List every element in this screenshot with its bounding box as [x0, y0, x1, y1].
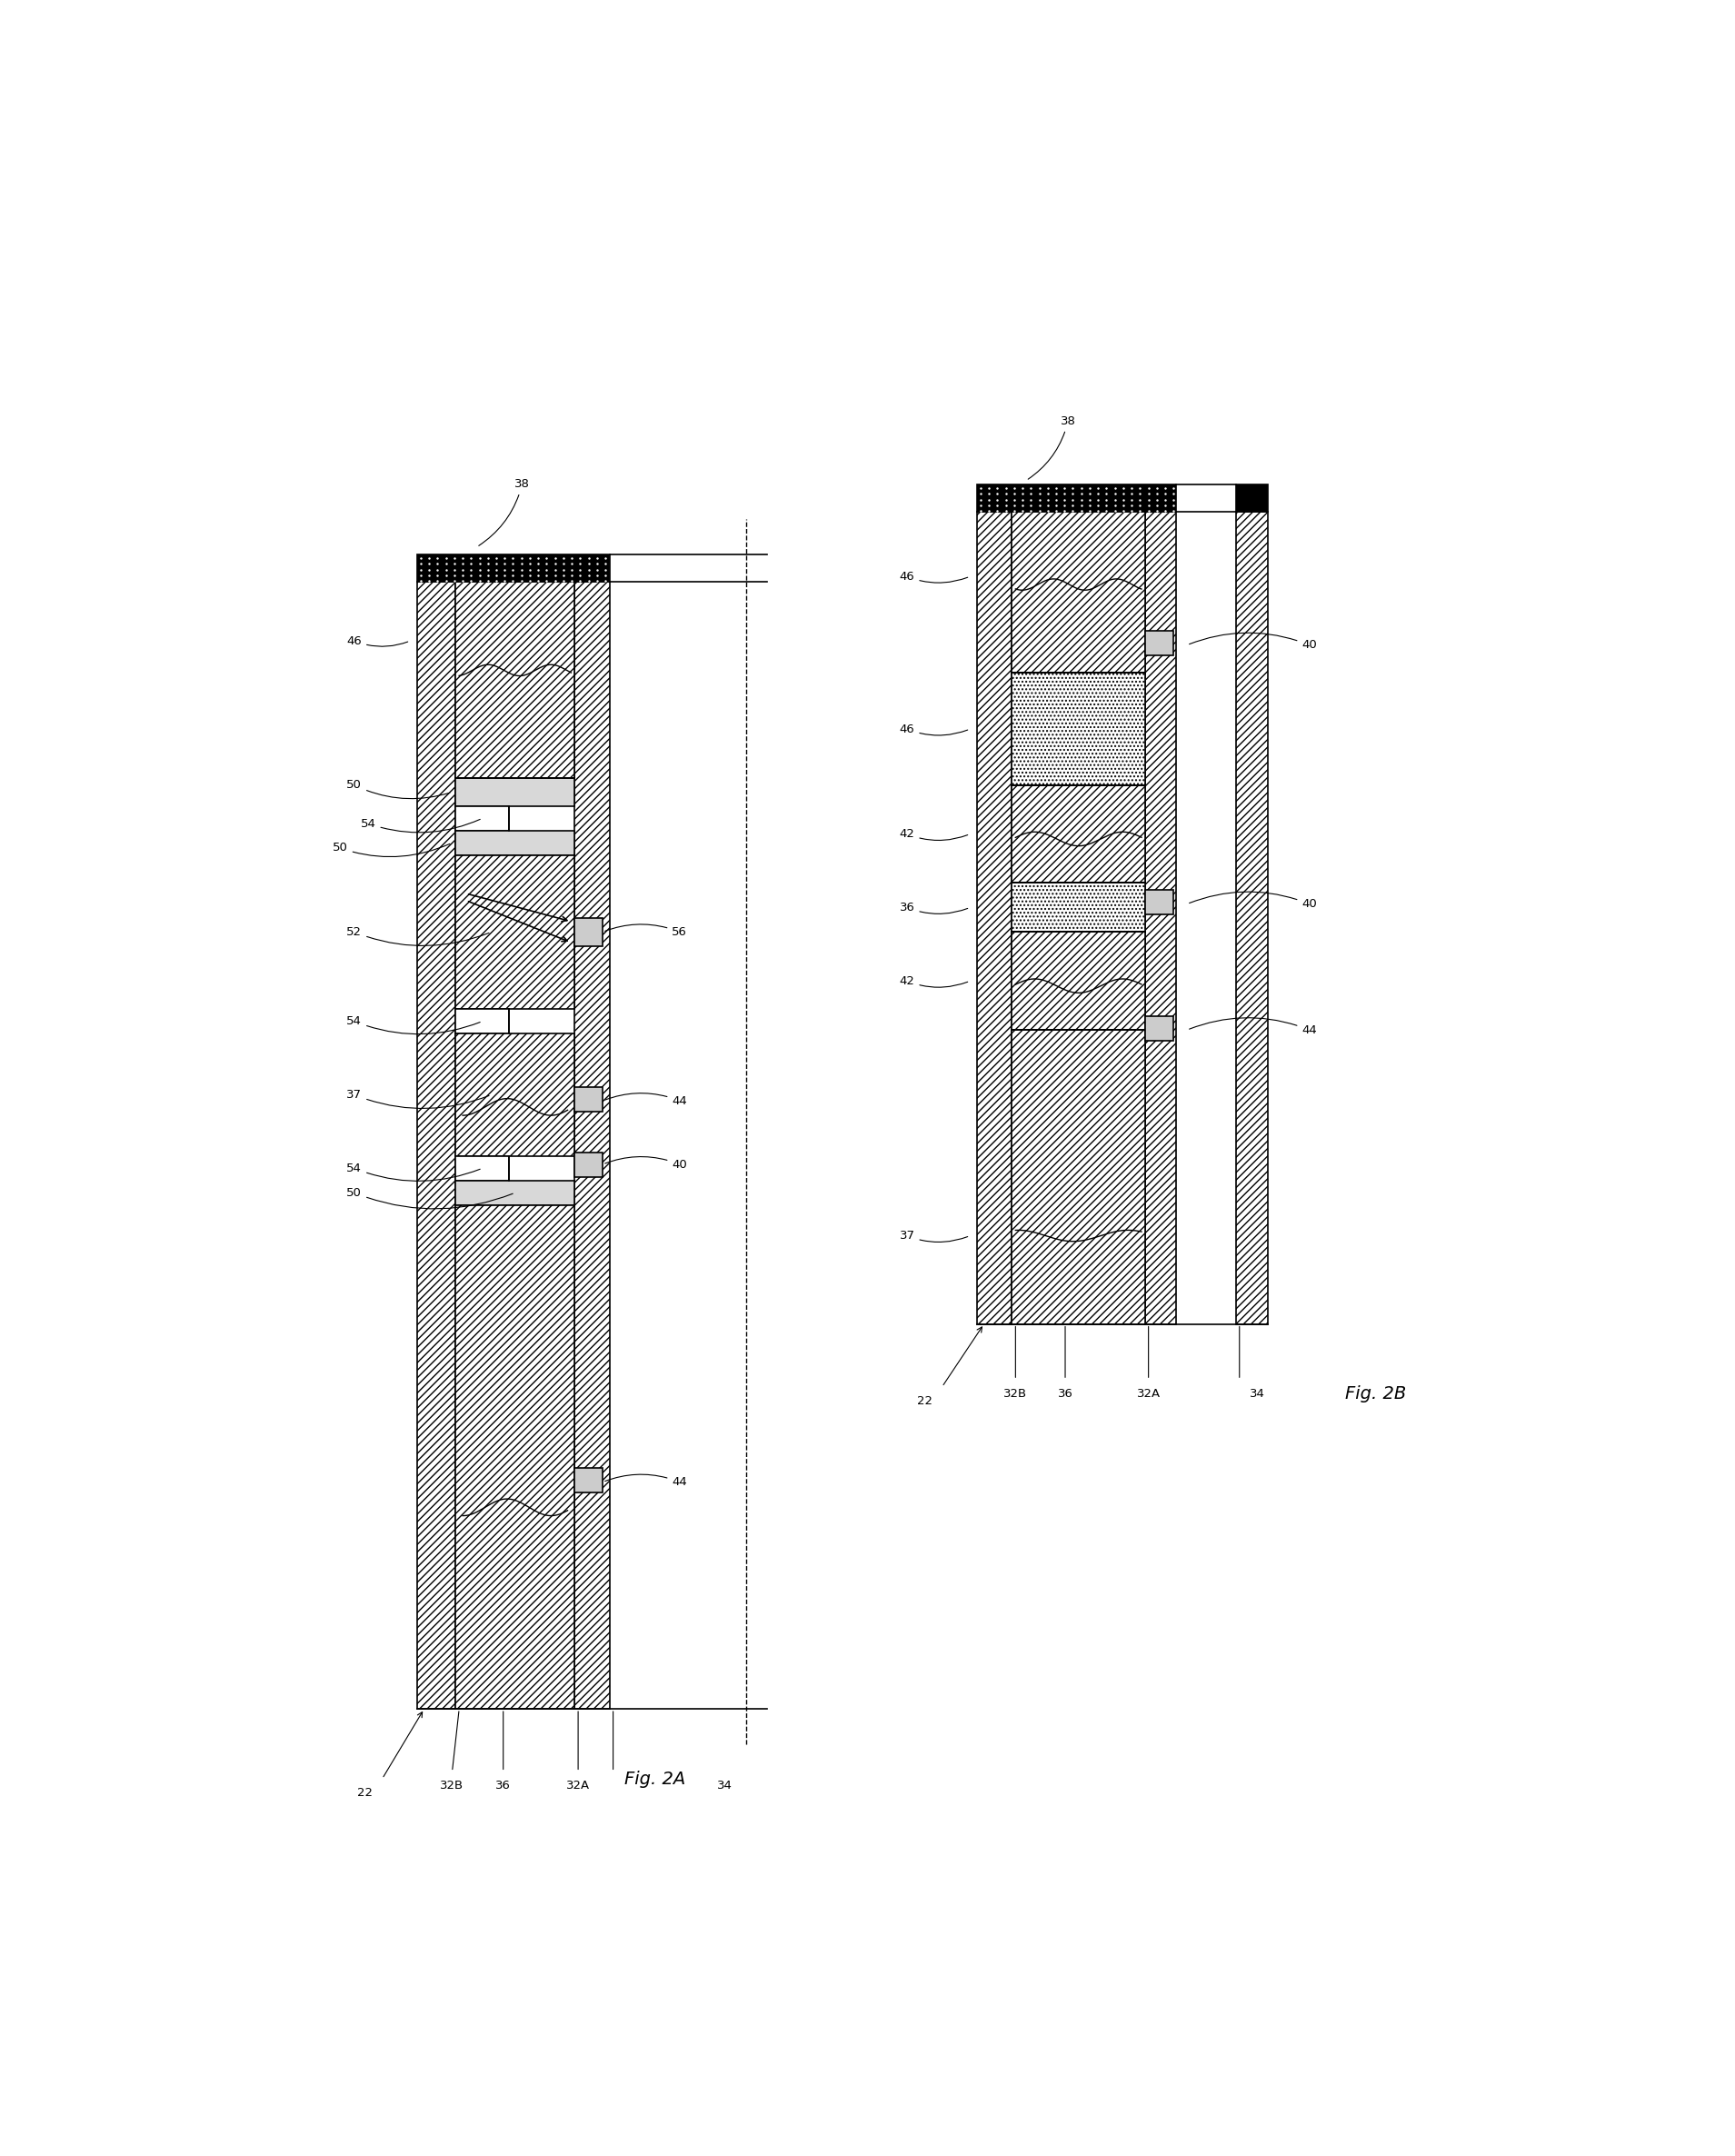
- Text: 50: 50: [347, 1186, 514, 1210]
- Text: 32B: 32B: [1003, 1388, 1027, 1399]
- Text: 46: 46: [899, 722, 968, 735]
- Bar: [1145, 890, 1173, 914]
- Bar: [574, 1153, 602, 1177]
- Text: 44: 44: [1188, 1018, 1317, 1035]
- Bar: [456, 778, 574, 806]
- Text: 38: 38: [1029, 416, 1076, 479]
- Text: 54: 54: [347, 1015, 481, 1035]
- Text: 38: 38: [479, 479, 529, 545]
- Bar: [1012, 785, 1145, 884]
- Text: 50: 50: [333, 843, 449, 856]
- Text: 36: 36: [1058, 1388, 1072, 1399]
- Bar: [456, 1033, 574, 1156]
- Bar: [1235, 485, 1268, 513]
- Text: 22: 22: [916, 1395, 932, 1408]
- Bar: [456, 830, 574, 856]
- Bar: [977, 513, 1012, 1324]
- Bar: [456, 1181, 574, 1205]
- Bar: [416, 554, 609, 582]
- Text: 46: 46: [347, 636, 408, 647]
- Text: Fig. 2A: Fig. 2A: [625, 1770, 685, 1787]
- Text: 40: 40: [1188, 893, 1317, 910]
- Bar: [1145, 632, 1173, 655]
- Bar: [456, 856, 574, 1009]
- Text: 40: 40: [1188, 634, 1317, 651]
- Text: 34: 34: [1249, 1388, 1265, 1399]
- Bar: [977, 485, 1176, 513]
- Bar: [456, 806, 508, 830]
- Text: 42: 42: [899, 975, 968, 987]
- Bar: [456, 1156, 508, 1181]
- Text: 32A: 32A: [1136, 1388, 1161, 1399]
- Text: 50: 50: [347, 778, 449, 798]
- Bar: [574, 918, 602, 946]
- Text: 54: 54: [361, 817, 481, 832]
- Text: 32B: 32B: [441, 1781, 463, 1792]
- Bar: [456, 582, 574, 778]
- Text: 37: 37: [347, 1089, 489, 1108]
- Text: 37: 37: [899, 1229, 968, 1242]
- Text: 44: 44: [606, 1093, 687, 1106]
- Bar: [1145, 1015, 1173, 1041]
- Text: Fig. 2B: Fig. 2B: [1345, 1386, 1407, 1404]
- Text: 22: 22: [357, 1787, 373, 1798]
- Bar: [1012, 513, 1145, 673]
- Text: 56: 56: [606, 925, 687, 938]
- Text: 52: 52: [347, 927, 489, 946]
- Bar: [1012, 931, 1145, 1031]
- Text: 36: 36: [496, 1781, 510, 1792]
- Bar: [1012, 884, 1145, 931]
- Text: 36: 36: [899, 901, 968, 914]
- Text: 42: 42: [899, 828, 968, 841]
- Text: 32A: 32A: [566, 1781, 590, 1792]
- Text: 44: 44: [606, 1475, 687, 1488]
- Text: 34: 34: [717, 1781, 732, 1792]
- Bar: [574, 582, 609, 1710]
- Bar: [1235, 513, 1268, 1324]
- Bar: [416, 582, 456, 1710]
- Bar: [574, 1087, 602, 1110]
- Bar: [1145, 513, 1176, 1324]
- Bar: [456, 1205, 574, 1710]
- Bar: [1012, 1031, 1145, 1324]
- Bar: [456, 1009, 508, 1033]
- Bar: [574, 1468, 602, 1492]
- Text: 54: 54: [347, 1162, 481, 1181]
- Text: 40: 40: [606, 1156, 687, 1171]
- Bar: [1012, 673, 1145, 785]
- Text: 46: 46: [899, 571, 968, 582]
